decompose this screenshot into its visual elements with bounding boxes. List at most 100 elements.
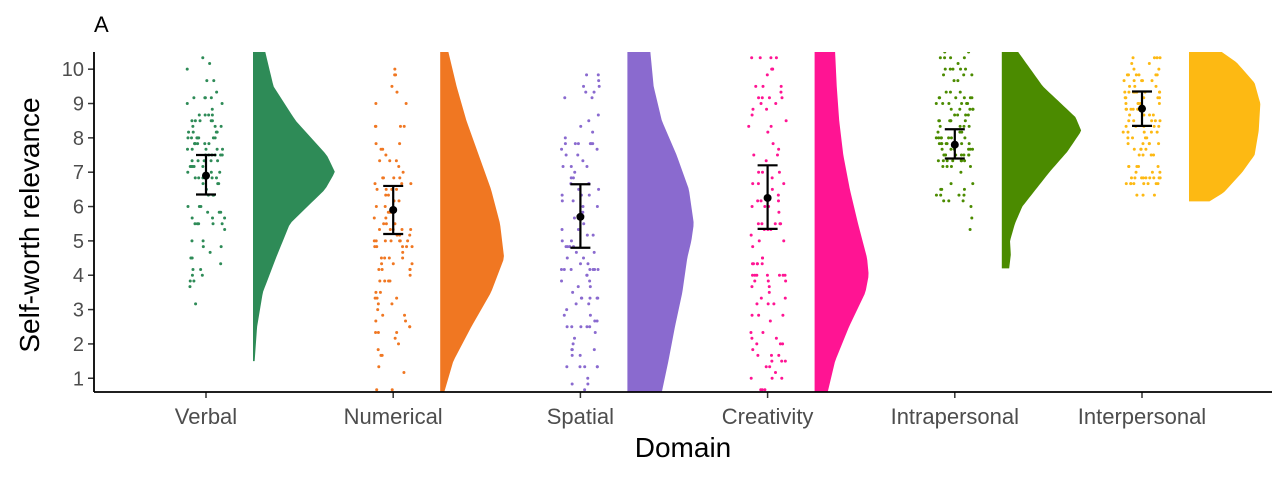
data-point: [1137, 153, 1141, 157]
data-point: [1155, 56, 1159, 60]
data-point: [376, 302, 380, 306]
data-point: [382, 222, 386, 226]
data-point: [588, 325, 592, 329]
data-point: [198, 119, 202, 123]
data-point: [772, 302, 776, 306]
data-point: [579, 124, 583, 128]
data-point: [968, 107, 972, 111]
data-point: [565, 365, 569, 369]
data-point: [562, 313, 566, 317]
data-point: [1135, 193, 1139, 197]
data-point: [757, 313, 761, 317]
data-point: [219, 124, 223, 128]
data-point: [405, 245, 409, 249]
data-point: [593, 330, 597, 334]
data-point: [934, 193, 938, 197]
data-point: [778, 222, 782, 226]
data-point: [582, 256, 586, 260]
data-point: [571, 199, 575, 203]
data-point: [751, 245, 755, 249]
data-point: [784, 119, 788, 123]
data-point: [957, 193, 961, 197]
data-point: [949, 136, 953, 140]
data-point: [767, 285, 771, 289]
data-point: [1126, 136, 1130, 140]
data-point: [943, 56, 947, 60]
data-point: [374, 330, 378, 334]
data-point: [1158, 176, 1162, 180]
data-point: [573, 170, 577, 174]
data-point: [757, 239, 761, 243]
data-point: [756, 199, 760, 203]
data-point: [1158, 170, 1162, 174]
data-point: [391, 262, 395, 266]
data-point: [943, 52, 947, 54]
data-point: [1133, 176, 1137, 180]
data-point: [587, 119, 591, 123]
data-point: [388, 159, 392, 163]
data-point: [397, 164, 401, 168]
data-point: [372, 216, 376, 220]
data-point: [375, 296, 379, 300]
data-point: [941, 164, 945, 168]
data-point: [765, 273, 769, 277]
data-point: [966, 102, 970, 106]
data-point: [1153, 119, 1157, 123]
data-point: [188, 285, 192, 289]
data-point: [1158, 119, 1162, 123]
data-point: [586, 376, 590, 380]
data-point: [587, 302, 591, 306]
data-point: [1151, 113, 1155, 117]
data-point: [1121, 130, 1125, 134]
data-point: [190, 136, 193, 140]
data-point: [777, 273, 781, 277]
data-point: [581, 210, 585, 214]
data-point: [967, 52, 971, 54]
data-point: [1128, 84, 1132, 88]
data-point: [384, 193, 388, 197]
data-point: [579, 325, 583, 329]
data-point: [1150, 119, 1154, 123]
data-point: [940, 142, 944, 146]
data-point: [373, 182, 377, 186]
data-point: [383, 239, 387, 243]
data-point: [581, 205, 585, 209]
data-point: [406, 239, 410, 243]
data-point: [560, 227, 564, 231]
data-point: [1158, 56, 1162, 60]
data-point: [747, 124, 751, 128]
data-point: [186, 147, 189, 151]
data-point: [569, 239, 573, 243]
data-point: [384, 153, 388, 157]
data-point: [388, 279, 392, 283]
data-point: [942, 73, 946, 77]
data-point: [1145, 136, 1149, 140]
data-point: [208, 61, 212, 65]
data-point: [943, 67, 947, 71]
data-point: [205, 79, 209, 83]
data-point: [197, 113, 201, 117]
data-point: [381, 313, 385, 317]
y-tick-label: 7: [73, 162, 84, 184]
data-point: [962, 56, 966, 60]
data-point: [767, 290, 771, 294]
data-point: [588, 296, 592, 300]
data-point: [591, 130, 595, 134]
data-point: [1137, 73, 1141, 77]
data-point: [1148, 113, 1152, 117]
data-point: [749, 233, 753, 237]
data-point: [395, 330, 399, 334]
data-point: [777, 210, 781, 214]
data-point: [390, 84, 394, 88]
data-point: [563, 142, 567, 146]
data-point: [197, 176, 201, 180]
data-point: [962, 96, 966, 100]
data-point: [398, 176, 402, 180]
data-point: [573, 142, 577, 146]
data-point: [1132, 67, 1136, 71]
data-point: [770, 67, 774, 71]
data-point: [597, 84, 601, 88]
data-point: [782, 182, 786, 186]
data-point: [576, 285, 580, 289]
data-point: [206, 210, 210, 214]
